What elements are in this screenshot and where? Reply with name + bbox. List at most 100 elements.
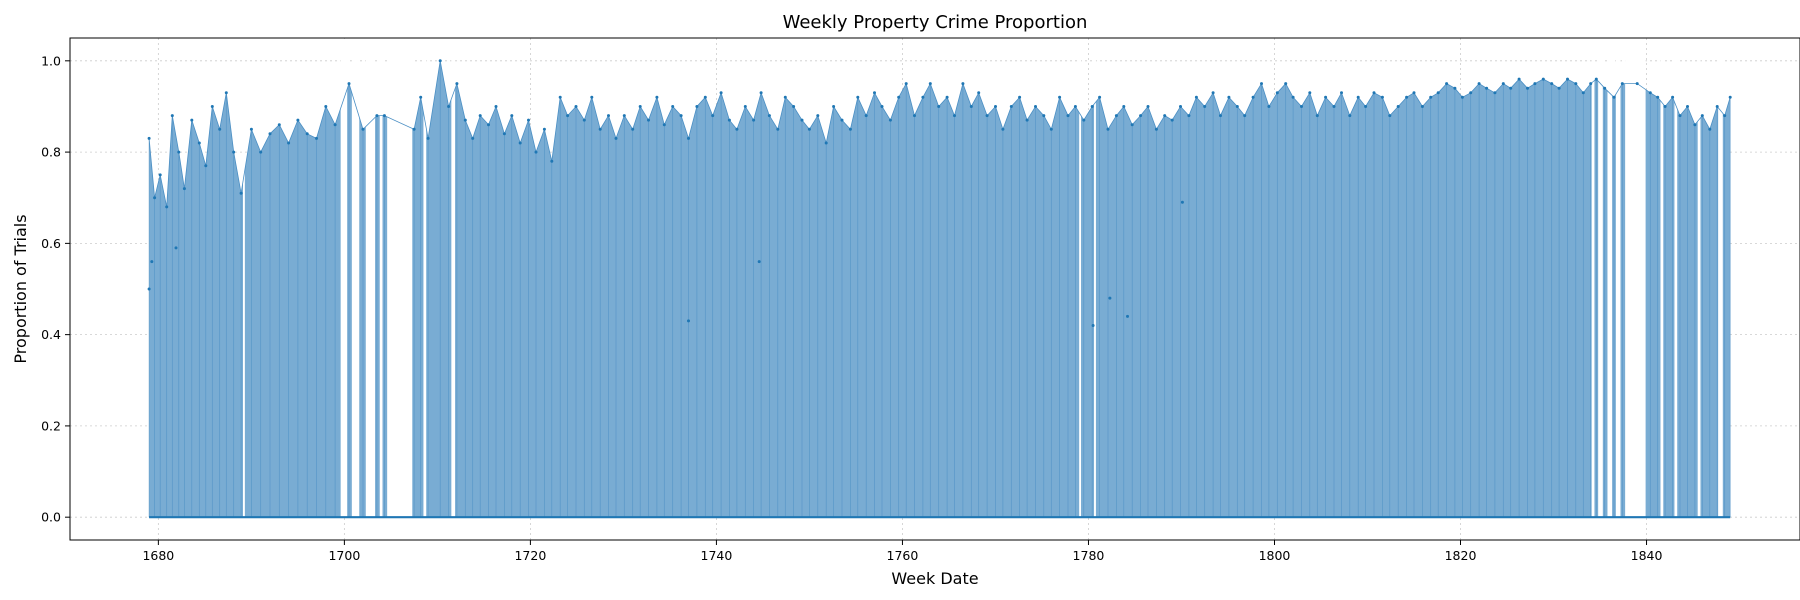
data-point — [287, 141, 291, 145]
chart-title: Weekly Property Crime Proportion — [783, 12, 1088, 33]
data-point — [382, 114, 386, 118]
data-point — [494, 105, 498, 108]
data-point — [1700, 114, 1704, 118]
plot-area — [147, 39, 1732, 519]
data-point — [1001, 127, 1005, 131]
data-point — [471, 136, 475, 140]
data-point — [455, 82, 459, 86]
data-gap — [379, 39, 383, 518]
data-point — [1275, 91, 1279, 95]
data-point — [897, 95, 901, 99]
data-point — [1460, 95, 1464, 99]
x-tick-label: 1740 — [701, 548, 733, 563]
data-point — [687, 136, 690, 140]
data-point — [1179, 105, 1182, 108]
outlier-point — [147, 287, 151, 291]
data-point — [165, 205, 169, 209]
data-point — [1260, 82, 1263, 86]
x-tick-label: 1800 — [1259, 548, 1291, 563]
data-point — [324, 105, 328, 108]
data-point — [1291, 95, 1295, 99]
data-gap — [340, 39, 348, 518]
y-axis-label: Proportion of Trials — [11, 214, 30, 363]
data-point — [1106, 127, 1110, 131]
y-tick-label: 0.0 — [41, 510, 61, 525]
data-gap — [1697, 39, 1701, 518]
data-point — [848, 127, 852, 131]
data-point — [1648, 91, 1652, 95]
data-point — [807, 127, 811, 131]
data-point — [1324, 95, 1328, 99]
data-point — [1267, 105, 1271, 108]
data-point — [832, 105, 836, 108]
data-point — [197, 141, 201, 145]
data-point — [1517, 77, 1521, 81]
data-point — [977, 91, 981, 95]
data-gap — [1625, 39, 1646, 518]
data-gap — [1718, 39, 1723, 518]
data-point — [1251, 95, 1255, 99]
data-point — [1477, 82, 1481, 86]
data-point — [873, 91, 876, 95]
data-point — [361, 127, 365, 131]
data-point — [1122, 105, 1126, 108]
data-point — [438, 59, 442, 63]
outlier-point — [1126, 314, 1129, 318]
data-point — [419, 95, 423, 99]
data-point — [1723, 114, 1727, 118]
data-point — [1589, 82, 1593, 86]
data-gap — [1079, 39, 1082, 518]
data-point — [1348, 114, 1352, 118]
data-point — [1412, 91, 1416, 95]
data-point — [1581, 91, 1585, 95]
data-point — [1533, 82, 1537, 86]
data-point — [655, 95, 659, 99]
data-point — [534, 150, 538, 154]
data-point — [1235, 105, 1239, 108]
data-point — [204, 164, 208, 168]
data-point — [743, 105, 747, 108]
data-point — [277, 123, 281, 127]
outlier-point — [150, 260, 154, 264]
data-point — [1509, 86, 1513, 90]
data-gap — [1674, 39, 1678, 518]
data-point — [315, 136, 318, 140]
data-point — [1501, 82, 1505, 86]
x-tick-label: 1840 — [1631, 548, 1663, 563]
y-axis: 0.0 0.2 0.4 0.6 0.8 1.0 — [41, 53, 70, 525]
data-point — [1388, 114, 1392, 118]
data-point — [1130, 123, 1134, 127]
data-point — [1163, 114, 1167, 118]
data-point — [478, 114, 482, 118]
data-point — [305, 132, 309, 136]
data-point — [1284, 82, 1288, 86]
data-point — [735, 127, 739, 131]
data-point — [921, 95, 925, 99]
data-point — [1693, 123, 1697, 127]
data-point — [598, 127, 602, 131]
data-point — [1678, 114, 1682, 118]
data-point — [856, 95, 860, 99]
data-point — [1372, 91, 1376, 95]
data-point — [1025, 118, 1029, 122]
data-point — [776, 127, 780, 131]
data-point — [1058, 95, 1062, 99]
data-point — [1009, 105, 1013, 108]
data-gap — [365, 39, 376, 518]
data-point — [574, 105, 578, 108]
data-point — [1671, 95, 1675, 99]
data-point — [1686, 105, 1689, 108]
data-point — [1227, 95, 1231, 99]
data-point — [170, 114, 174, 118]
data-point — [1574, 82, 1578, 86]
data-point — [1315, 114, 1319, 118]
outlier-point — [174, 246, 178, 250]
data-point — [1663, 105, 1667, 108]
data-point — [1728, 95, 1732, 99]
data-point — [1114, 114, 1118, 118]
data-point — [518, 141, 522, 145]
data-point — [1485, 86, 1489, 90]
data-point — [232, 150, 236, 154]
x-tick-label: 1700 — [328, 548, 360, 563]
